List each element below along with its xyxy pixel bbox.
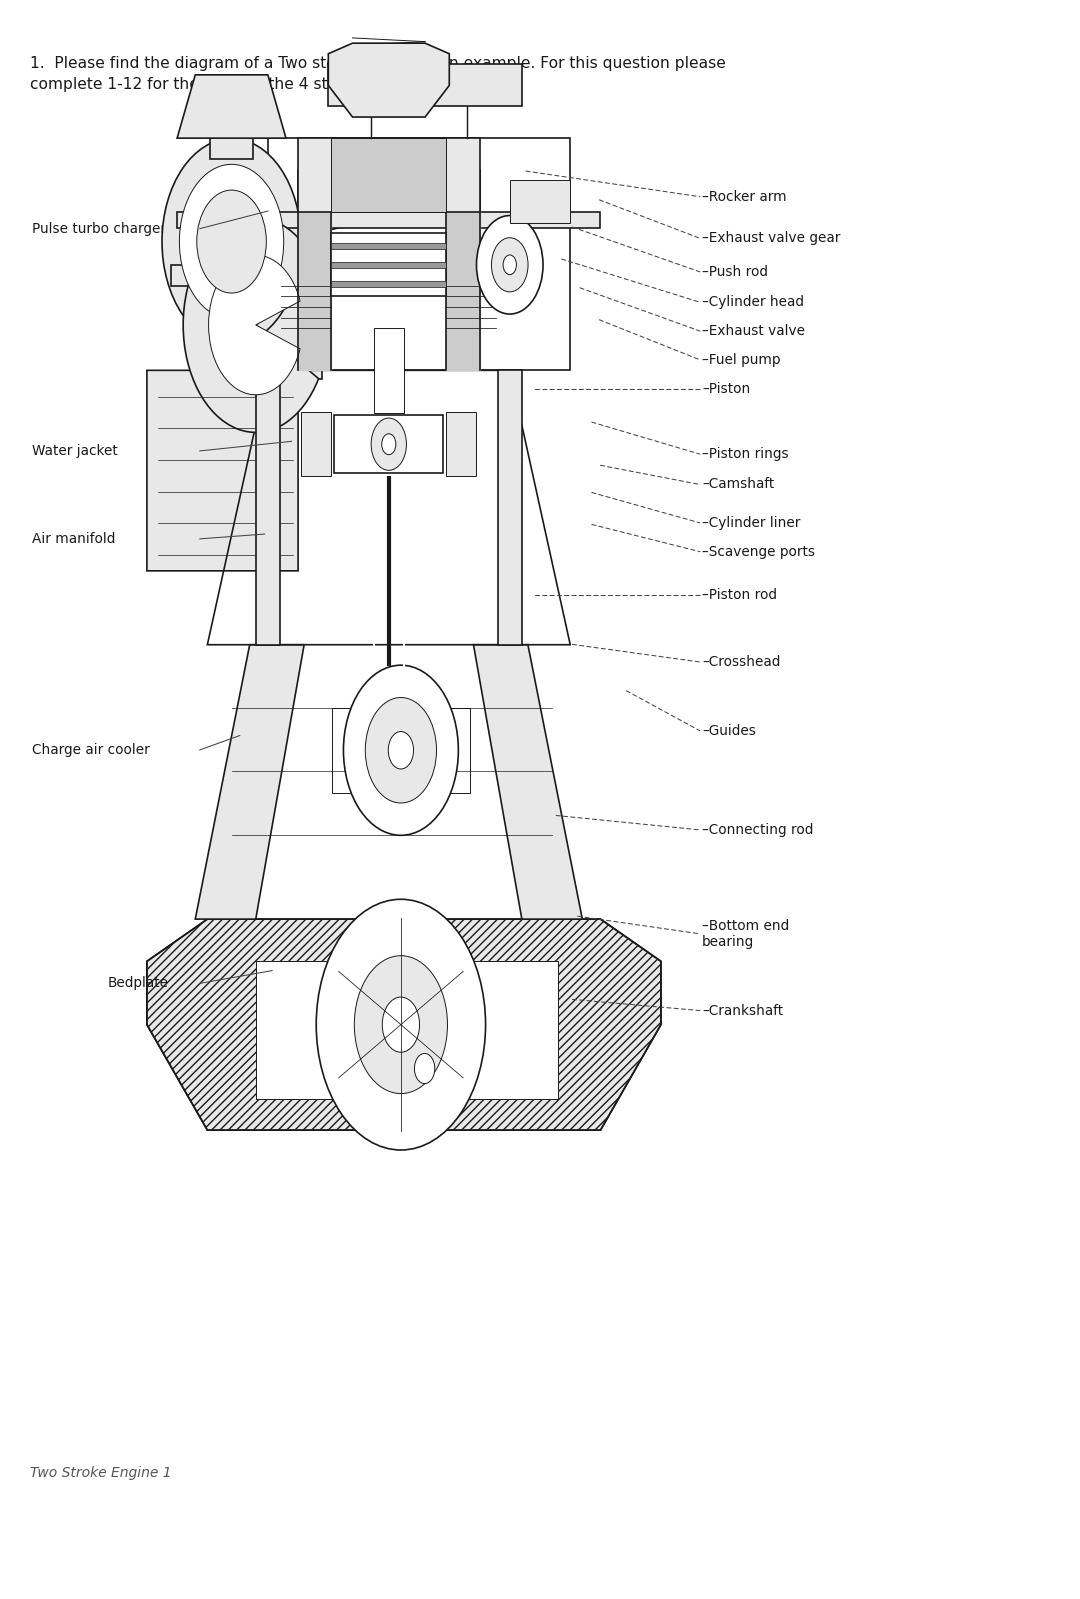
Polygon shape: [171, 265, 292, 286]
Circle shape: [365, 697, 436, 803]
Text: complete 1-12 for the parts of the 4 stroke engine.: complete 1-12 for the parts of the 4 str…: [30, 77, 424, 91]
Text: Air manifold: Air manifold: [32, 532, 116, 545]
Bar: [332, 262, 446, 269]
Bar: [328, 64, 522, 107]
Bar: [446, 413, 476, 477]
Text: Bedplate: Bedplate: [108, 977, 168, 990]
Text: Charge air cooler: Charge air cooler: [32, 744, 150, 756]
Bar: [332, 233, 446, 296]
Circle shape: [382, 998, 419, 1052]
Circle shape: [343, 665, 458, 835]
Bar: [177, 213, 600, 229]
Text: –Fuel pump: –Fuel pump: [702, 353, 781, 366]
Circle shape: [415, 1054, 435, 1084]
Text: Pulse turbo charger: Pulse turbo charger: [32, 222, 166, 235]
Text: –Exhaust valve gear: –Exhaust valve gear: [702, 232, 840, 245]
Text: –Connecting rod: –Connecting rod: [702, 823, 813, 836]
Bar: [332, 243, 446, 249]
Circle shape: [372, 417, 406, 470]
Circle shape: [162, 139, 301, 344]
Bar: [332, 281, 446, 286]
Text: –Cylinder head: –Cylinder head: [702, 296, 804, 309]
Text: –Piston: –Piston: [702, 382, 751, 395]
Circle shape: [179, 165, 284, 318]
Text: Water jacket: Water jacket: [32, 445, 118, 457]
Bar: [498, 371, 522, 644]
Circle shape: [316, 899, 486, 1150]
Circle shape: [503, 254, 516, 275]
Bar: [268, 138, 570, 371]
Text: –Bottom end
bearing: –Bottom end bearing: [702, 919, 789, 948]
Polygon shape: [328, 43, 449, 117]
Bar: [332, 708, 470, 793]
Circle shape: [422, 72, 440, 98]
Text: –Camshaft: –Camshaft: [702, 478, 774, 491]
Text: –Guides: –Guides: [702, 724, 756, 737]
Wedge shape: [208, 256, 300, 395]
Bar: [211, 96, 253, 160]
Polygon shape: [147, 371, 298, 571]
Text: –Rocker arm: –Rocker arm: [702, 190, 786, 203]
Text: –Scavenge ports: –Scavenge ports: [702, 545, 815, 558]
Text: –Crankshaft: –Crankshaft: [702, 1004, 783, 1017]
Circle shape: [476, 216, 543, 313]
Polygon shape: [177, 75, 286, 138]
Text: Two Stroke Engine 1: Two Stroke Engine 1: [30, 1466, 172, 1481]
Text: –Exhaust valve: –Exhaust valve: [702, 325, 805, 337]
Bar: [374, 328, 404, 413]
Polygon shape: [473, 644, 582, 919]
Bar: [332, 138, 446, 213]
Bar: [256, 272, 322, 379]
Polygon shape: [195, 644, 305, 919]
Text: –Push rod: –Push rod: [702, 265, 768, 278]
Bar: [301, 413, 332, 477]
Bar: [510, 181, 570, 222]
Text: –Crosshead: –Crosshead: [702, 656, 781, 668]
Polygon shape: [147, 919, 661, 1130]
Wedge shape: [184, 217, 319, 432]
Circle shape: [491, 238, 528, 293]
Text: –Cylinder liner: –Cylinder liner: [702, 516, 800, 529]
Polygon shape: [256, 961, 558, 1099]
Circle shape: [354, 956, 447, 1094]
Text: –Piston rod: –Piston rod: [702, 588, 777, 601]
Circle shape: [197, 190, 267, 293]
Text: 1.  Please find the diagram of a Two stoke engine as an example. For this questi: 1. Please find the diagram of a Two stok…: [30, 56, 726, 70]
Text: –Piston rings: –Piston rings: [702, 448, 788, 461]
Bar: [335, 416, 443, 473]
Bar: [298, 138, 480, 213]
Circle shape: [381, 433, 396, 454]
Circle shape: [388, 731, 414, 769]
Bar: [256, 371, 280, 644]
